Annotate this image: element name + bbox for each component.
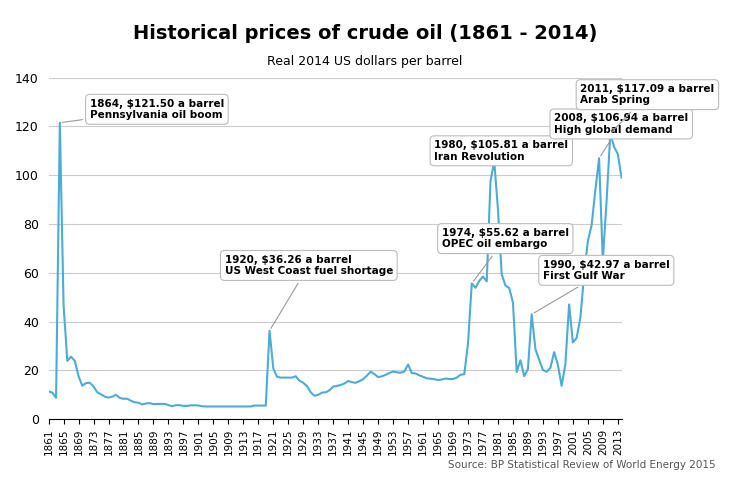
Text: 1980, $105.81 a barrel
Iran Revolution: 1980, $105.81 a barrel Iran Revolution: [434, 140, 569, 162]
Text: Real 2014 US dollars per barrel: Real 2014 US dollars per barrel: [267, 55, 463, 68]
Text: 1920, $36.26 a barrel
US West Coast fuel shortage: 1920, $36.26 a barrel US West Coast fuel…: [225, 255, 393, 328]
Text: 2008, $106.94 a barrel
High global demand: 2008, $106.94 a barrel High global deman…: [554, 113, 688, 156]
Text: Historical prices of crude oil (1861 - 2014): Historical prices of crude oil (1861 - 2…: [133, 24, 597, 43]
Text: 1864, $121.50 a barrel
Pennsylvania oil boom: 1864, $121.50 a barrel Pennsylvania oil …: [63, 98, 224, 122]
Text: 1990, $42.97 a barrel
First Gulf War: 1990, $42.97 a barrel First Gulf War: [534, 260, 669, 313]
Text: 1974, $55.62 a barrel
OPEC oil embargo: 1974, $55.62 a barrel OPEC oil embargo: [442, 228, 569, 281]
Text: Source: BP Statistical Review of World Energy 2015: Source: BP Statistical Review of World E…: [447, 460, 715, 470]
Text: 2011, $117.09 a barrel
Arab Spring: 2011, $117.09 a barrel Arab Spring: [580, 84, 715, 132]
